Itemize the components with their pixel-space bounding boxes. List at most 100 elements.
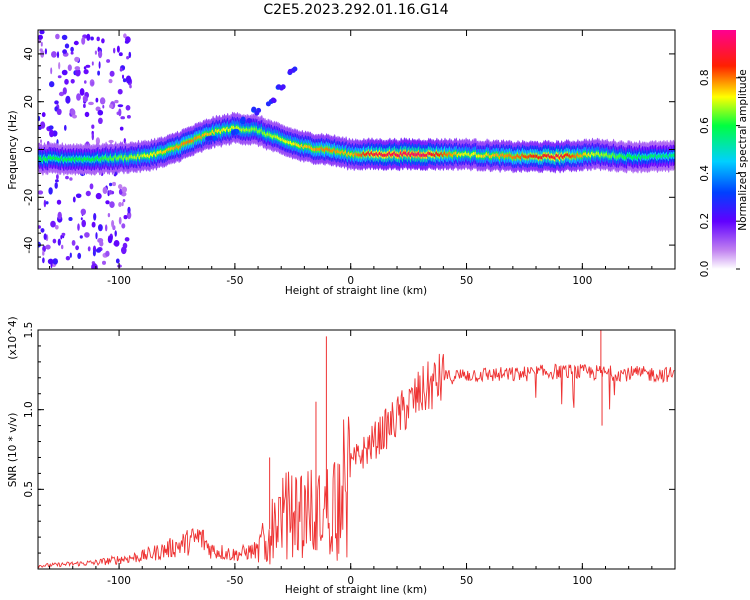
noise-speck xyxy=(42,250,45,256)
noise-speck xyxy=(76,93,81,101)
noise-speck xyxy=(119,126,124,131)
noise-speck xyxy=(64,124,67,131)
colorbar-tick-label: 0.8 xyxy=(699,69,711,86)
x-tick-label: 50 xyxy=(460,575,473,587)
noise-speck xyxy=(109,70,115,77)
noise-speck xyxy=(113,240,120,247)
noise-speck xyxy=(49,81,55,88)
noise-speck xyxy=(83,66,87,70)
noise-speck xyxy=(129,84,132,89)
noise-speck xyxy=(94,50,97,55)
noise-speck xyxy=(50,220,56,228)
figure-title: C2E5.2023.292.01.16.G14 xyxy=(263,2,448,18)
noise-speck xyxy=(38,190,44,195)
noise-speck xyxy=(75,68,81,77)
x-tick-label: 100 xyxy=(572,275,592,287)
noise-speck xyxy=(85,64,91,68)
colorbar: 0.0 0.2 0.4 0.6 0.8 Normalized spectral ampl… xyxy=(699,30,749,277)
y-tick-label: -20 xyxy=(23,189,35,206)
noise-speck xyxy=(60,235,63,240)
noise-speck xyxy=(118,188,123,195)
noise-speck xyxy=(48,125,54,130)
noise-speck xyxy=(126,56,130,60)
noise-speck xyxy=(81,37,86,45)
noise-speck xyxy=(61,34,68,41)
noise-speck xyxy=(123,33,127,39)
noise-speck xyxy=(127,206,131,214)
noise-speck xyxy=(117,104,124,108)
x-tick-label: 0 xyxy=(347,575,354,587)
noise-speck xyxy=(62,87,67,95)
noise-speck xyxy=(96,36,100,42)
colorbar-ticks: 0.0 0.2 0.4 0.6 0.8 xyxy=(699,69,740,277)
y-tick-label: 1.5 xyxy=(23,322,35,339)
noise-speck xyxy=(84,232,90,238)
noise-speck xyxy=(126,211,132,220)
branch-cell xyxy=(212,135,218,141)
noise-speck xyxy=(84,80,87,84)
noise-speck xyxy=(43,233,47,240)
noise-speck xyxy=(118,184,123,190)
colorbar-gradient xyxy=(712,30,736,269)
noise-speck xyxy=(57,75,62,79)
noise-speck xyxy=(57,211,62,220)
noise-speck xyxy=(65,256,71,261)
noise-speck xyxy=(56,174,59,180)
noise-speck xyxy=(98,61,101,69)
noise-speck xyxy=(79,88,85,96)
noise-speck xyxy=(115,258,120,264)
branch-cell xyxy=(271,98,277,104)
noise-speck xyxy=(40,121,46,129)
noise-speck xyxy=(95,232,98,240)
noise-speck xyxy=(75,193,82,199)
branch-cell xyxy=(240,116,246,122)
noise-speck xyxy=(44,48,48,55)
noise-speck xyxy=(105,200,110,205)
noise-speck xyxy=(52,258,58,265)
y-tick-label: 1.0 xyxy=(23,401,35,418)
noise-speck xyxy=(45,201,49,205)
noise-speck xyxy=(40,228,45,233)
noise-speck xyxy=(81,219,86,228)
branch-cell xyxy=(251,106,257,112)
noise-speck xyxy=(61,244,64,250)
noise-speck xyxy=(95,137,100,145)
noise-speck xyxy=(57,238,61,246)
noise-speck xyxy=(54,100,59,105)
noise-speck xyxy=(83,69,89,75)
noise-speck xyxy=(67,64,72,71)
colorbar-tick-label: 0.4 xyxy=(699,165,711,182)
noise-speck xyxy=(121,223,126,229)
noise-speck xyxy=(123,215,128,220)
noise-speck xyxy=(74,66,81,71)
x-tick-label: 50 xyxy=(460,275,473,287)
noise-speck xyxy=(61,232,66,236)
noise-speck xyxy=(108,235,111,242)
noise-speck xyxy=(118,202,122,207)
noise-speck xyxy=(73,40,79,46)
noise-speck xyxy=(62,49,67,54)
noise-speck xyxy=(93,213,97,221)
noise-speck xyxy=(61,69,68,76)
spectrogram-panel: -100 -50 0 50 100 -40 -20 0 20 40 Height of strai… xyxy=(7,29,676,297)
noise-speck xyxy=(42,257,45,264)
noise-speck xyxy=(98,50,103,59)
x-tick-label: -50 xyxy=(226,275,243,287)
noise-speck xyxy=(99,240,104,247)
noise-speck xyxy=(69,252,72,258)
noise-speck xyxy=(75,245,79,251)
noise-speck xyxy=(71,240,76,246)
noise-speck xyxy=(72,196,76,203)
noise-speck xyxy=(72,114,77,119)
colorbar-tick-label: 0.2 xyxy=(699,213,711,230)
noise-speck xyxy=(114,230,117,237)
noise-speck xyxy=(51,51,57,58)
noise-speck xyxy=(88,101,94,106)
noise-speck xyxy=(108,139,114,143)
noise-speck xyxy=(68,217,73,221)
noise-speck xyxy=(102,104,105,109)
x-tick-label: 0 xyxy=(347,275,354,287)
snr-frame xyxy=(37,329,676,570)
ridge-cell xyxy=(672,153,675,157)
